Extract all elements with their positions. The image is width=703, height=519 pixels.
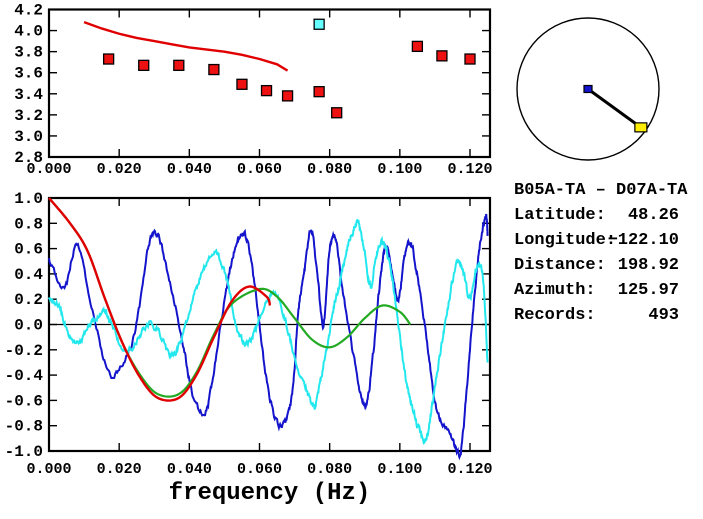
svg-text:0.000: 0.000 xyxy=(26,461,71,478)
svg-text:125.97: 125.97 xyxy=(618,281,679,300)
svg-text:3.4: 3.4 xyxy=(14,86,43,104)
svg-text:0.020: 0.020 xyxy=(97,161,142,178)
svg-text:Distance:: Distance: xyxy=(514,256,606,275)
svg-text:−122.10: −122.10 xyxy=(608,231,679,250)
svg-text:B05A-TA – D07A-TA: B05A-TA – D07A-TA xyxy=(514,181,688,200)
svg-text:0.080: 0.080 xyxy=(307,161,352,178)
svg-text:0.2: 0.2 xyxy=(14,291,43,309)
svg-text:3.2: 3.2 xyxy=(14,107,43,125)
svg-text:4.2: 4.2 xyxy=(14,2,43,20)
svg-text:0.080: 0.080 xyxy=(307,461,352,478)
svg-text:3.8: 3.8 xyxy=(14,44,43,62)
svg-text:48.26: 48.26 xyxy=(628,206,679,225)
svg-text:3.6: 3.6 xyxy=(14,65,43,83)
svg-text:Longitude:: Longitude: xyxy=(514,231,616,250)
svg-text:Latitude:: Latitude: xyxy=(514,206,606,225)
svg-text:-0.4: -0.4 xyxy=(5,367,44,385)
svg-text:0.4: 0.4 xyxy=(14,266,43,284)
svg-text:0.8: 0.8 xyxy=(14,215,43,233)
svg-text:-0.8: -0.8 xyxy=(5,418,43,436)
svg-text:4.0: 4.0 xyxy=(14,23,43,41)
svg-text:0.020: 0.020 xyxy=(97,461,142,478)
svg-text:Azimuth:: Azimuth: xyxy=(514,281,596,300)
svg-text:3.0: 3.0 xyxy=(14,128,43,146)
svg-text:0.120: 0.120 xyxy=(447,461,492,478)
svg-text:0.100: 0.100 xyxy=(377,461,422,478)
svg-text:0.100: 0.100 xyxy=(377,161,422,178)
svg-text:1.0: 1.0 xyxy=(14,190,43,208)
svg-text:0.040: 0.040 xyxy=(167,461,212,478)
svg-text:198.92: 198.92 xyxy=(618,256,679,275)
svg-text:frequency (Hz): frequency (Hz) xyxy=(169,480,371,507)
svg-text:0.000: 0.000 xyxy=(26,161,71,178)
svg-text:-1.0: -1.0 xyxy=(5,443,43,461)
svg-text:0.0: 0.0 xyxy=(14,317,43,335)
svg-text:0.060: 0.060 xyxy=(237,461,282,478)
svg-text:0.120: 0.120 xyxy=(447,161,492,178)
svg-text:Records:: Records: xyxy=(514,306,596,325)
svg-text:-0.2: -0.2 xyxy=(5,342,43,360)
svg-text:0.060: 0.060 xyxy=(237,161,282,178)
svg-text:0.040: 0.040 xyxy=(167,161,212,178)
svg-text:493: 493 xyxy=(648,306,679,325)
svg-text:0.6: 0.6 xyxy=(14,241,43,259)
svg-text:-0.6: -0.6 xyxy=(5,392,43,410)
